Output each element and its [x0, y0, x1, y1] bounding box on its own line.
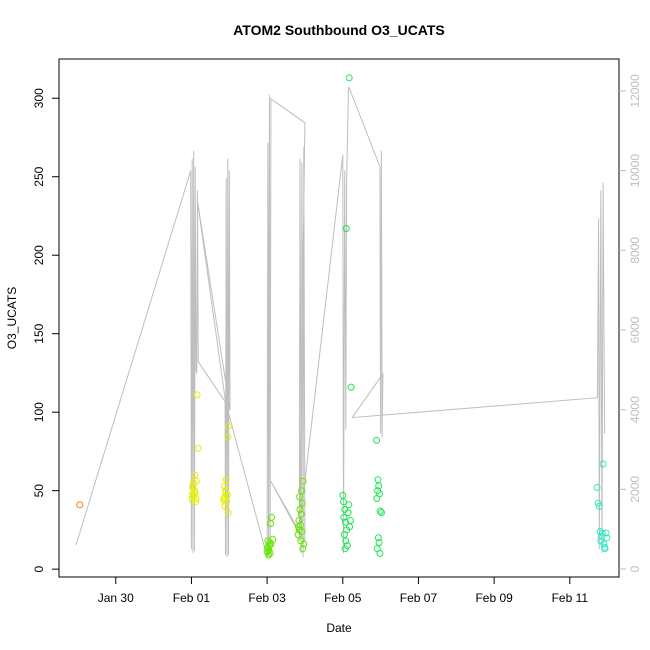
data-point: [299, 545, 307, 553]
y2-tick-label: 8000: [628, 237, 642, 264]
data-point: [225, 422, 232, 430]
data-point: [296, 506, 304, 513]
data-point: [220, 482, 228, 490]
data-point: [347, 383, 355, 391]
data-point: [188, 496, 196, 504]
data-point: [298, 528, 306, 535]
y2-tick-label: 0: [628, 565, 642, 572]
y-tick-label: 0: [32, 566, 46, 573]
y-tick-label: 150: [32, 323, 46, 343]
data-point: [268, 513, 276, 521]
data-point: [598, 529, 606, 537]
data-point: [191, 471, 199, 479]
data-point: [342, 225, 350, 232]
y-axis-label: O3_UCATS: [5, 287, 19, 349]
data-point: [222, 476, 230, 484]
data-point: [188, 491, 196, 499]
x-tick-label: Feb 03: [248, 591, 286, 605]
data-point: [594, 499, 602, 507]
data-point: [375, 539, 383, 546]
data-point: [374, 534, 382, 542]
data-point: [344, 509, 352, 517]
points-layer: [76, 74, 611, 559]
data-point: [192, 477, 200, 485]
data-point: [299, 477, 307, 485]
x-axis: Jan 30 Feb 01 Feb 03 Feb 05 Feb 07 Feb 09 Feb …: [98, 577, 589, 605]
data-point: [345, 501, 353, 509]
data-point: [599, 460, 607, 468]
data-point: [295, 523, 302, 531]
data-point: [340, 498, 347, 506]
y-tick-label: 300: [32, 88, 46, 108]
data-point: [593, 484, 601, 491]
data-point: [269, 535, 277, 543]
data-point: [298, 487, 305, 495]
x-axis-label: Date: [326, 621, 352, 635]
data-point: [265, 542, 273, 550]
data-point: [193, 391, 201, 399]
y2-tick-label: 6000: [628, 316, 642, 343]
data-point: [374, 476, 382, 484]
y-tick-label: 250: [32, 166, 46, 186]
data-point: [603, 534, 611, 542]
data-point: [222, 488, 230, 496]
data-point: [191, 490, 199, 498]
data-point: [296, 521, 304, 529]
data-point: [221, 502, 229, 510]
data-point: [340, 513, 348, 521]
data-point: [601, 543, 609, 551]
y-tick-label: 100: [32, 402, 46, 422]
x-tick-label: Jan 30: [98, 591, 134, 605]
data-point: [376, 507, 384, 515]
data-point: [602, 529, 610, 537]
data-point: [220, 495, 228, 502]
data-point: [192, 498, 200, 506]
data-point: [224, 433, 232, 441]
data-point: [300, 540, 308, 548]
data-point: [597, 537, 605, 545]
chart-title: ATOM2 Southbound O3_UCATS: [233, 22, 445, 38]
data-point: [341, 545, 349, 553]
x-tick-label: Feb 05: [324, 591, 362, 605]
y2-tick-label: 4000: [628, 396, 642, 423]
plot-frame: [58, 58, 620, 578]
y2-tick-label: 12000: [628, 74, 642, 108]
data-point: [342, 537, 350, 545]
data-point: [341, 518, 349, 526]
y-axis: 0 50 100 150 200 250 300: [32, 88, 59, 573]
data-point: [345, 74, 353, 82]
y2-tick-label: 2000: [628, 476, 642, 503]
secondary-series-layer: [75, 86, 606, 558]
y2-axis: 0 2000 4000 6000 8000 10000 12000: [619, 74, 642, 572]
data-point: [265, 551, 273, 559]
y-tick-label: 200: [32, 245, 46, 265]
x-tick-label: Feb 07: [400, 591, 438, 605]
data-point: [224, 509, 232, 517]
data-point: [298, 499, 306, 507]
data-point: [194, 444, 202, 452]
data-point: [266, 550, 274, 557]
data-point: [376, 550, 384, 557]
data-point: [297, 510, 305, 518]
data-point: [376, 490, 383, 498]
data-point: [76, 501, 84, 509]
x-tick-label: Feb 01: [173, 591, 211, 605]
data-point: [373, 436, 380, 444]
y2-tick-label: 10000: [628, 154, 642, 188]
data-point: [346, 523, 354, 531]
x-tick-label: Feb 11: [552, 591, 589, 605]
y2-series-line: [75, 86, 606, 558]
y-tick-label: 50: [32, 484, 46, 498]
data-point: [340, 531, 348, 539]
data-point: [296, 493, 304, 501]
data-point: [377, 509, 385, 517]
x-tick-label: Feb 09: [475, 591, 513, 605]
data-point: [595, 502, 603, 510]
